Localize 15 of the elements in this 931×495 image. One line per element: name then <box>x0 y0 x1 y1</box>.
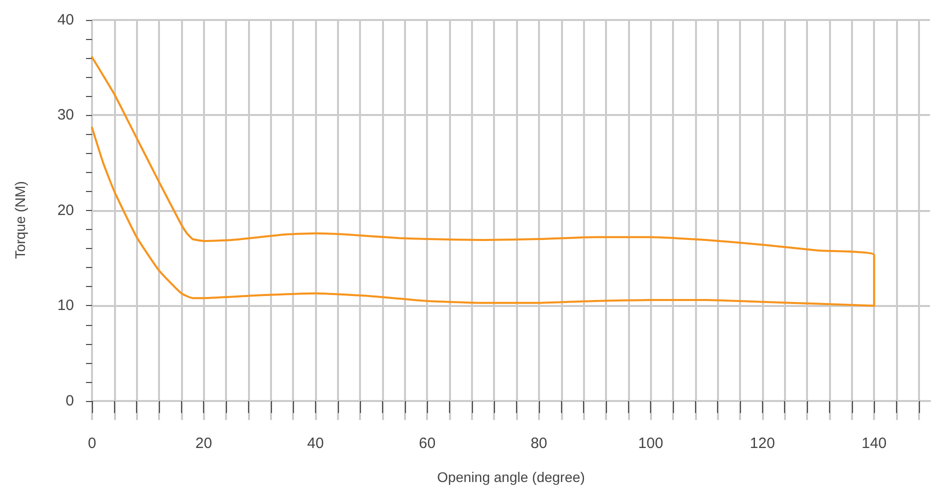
x-tick-label: 0 <box>88 435 96 452</box>
y-axis-title: Torque (NM) <box>12 181 28 259</box>
x-tick-label: 20 <box>195 435 212 452</box>
x-tick-label: 60 <box>418 435 436 452</box>
x-tick-label: 120 <box>750 435 775 452</box>
x-tick-label: 80 <box>530 435 548 452</box>
y-tick-label: 30 <box>57 106 74 124</box>
x-tick-label: 140 <box>862 435 887 452</box>
x-tick-label: 40 <box>307 435 324 452</box>
y-tick-label: 20 <box>57 202 74 219</box>
x-tick-label: 100 <box>638 435 664 452</box>
x-axis-title: Opening angle (degree) <box>437 469 585 485</box>
y-tick-label: 0 <box>66 392 74 410</box>
y-tick-label: 40 <box>57 12 74 28</box>
y-tick-label: 10 <box>57 297 74 314</box>
